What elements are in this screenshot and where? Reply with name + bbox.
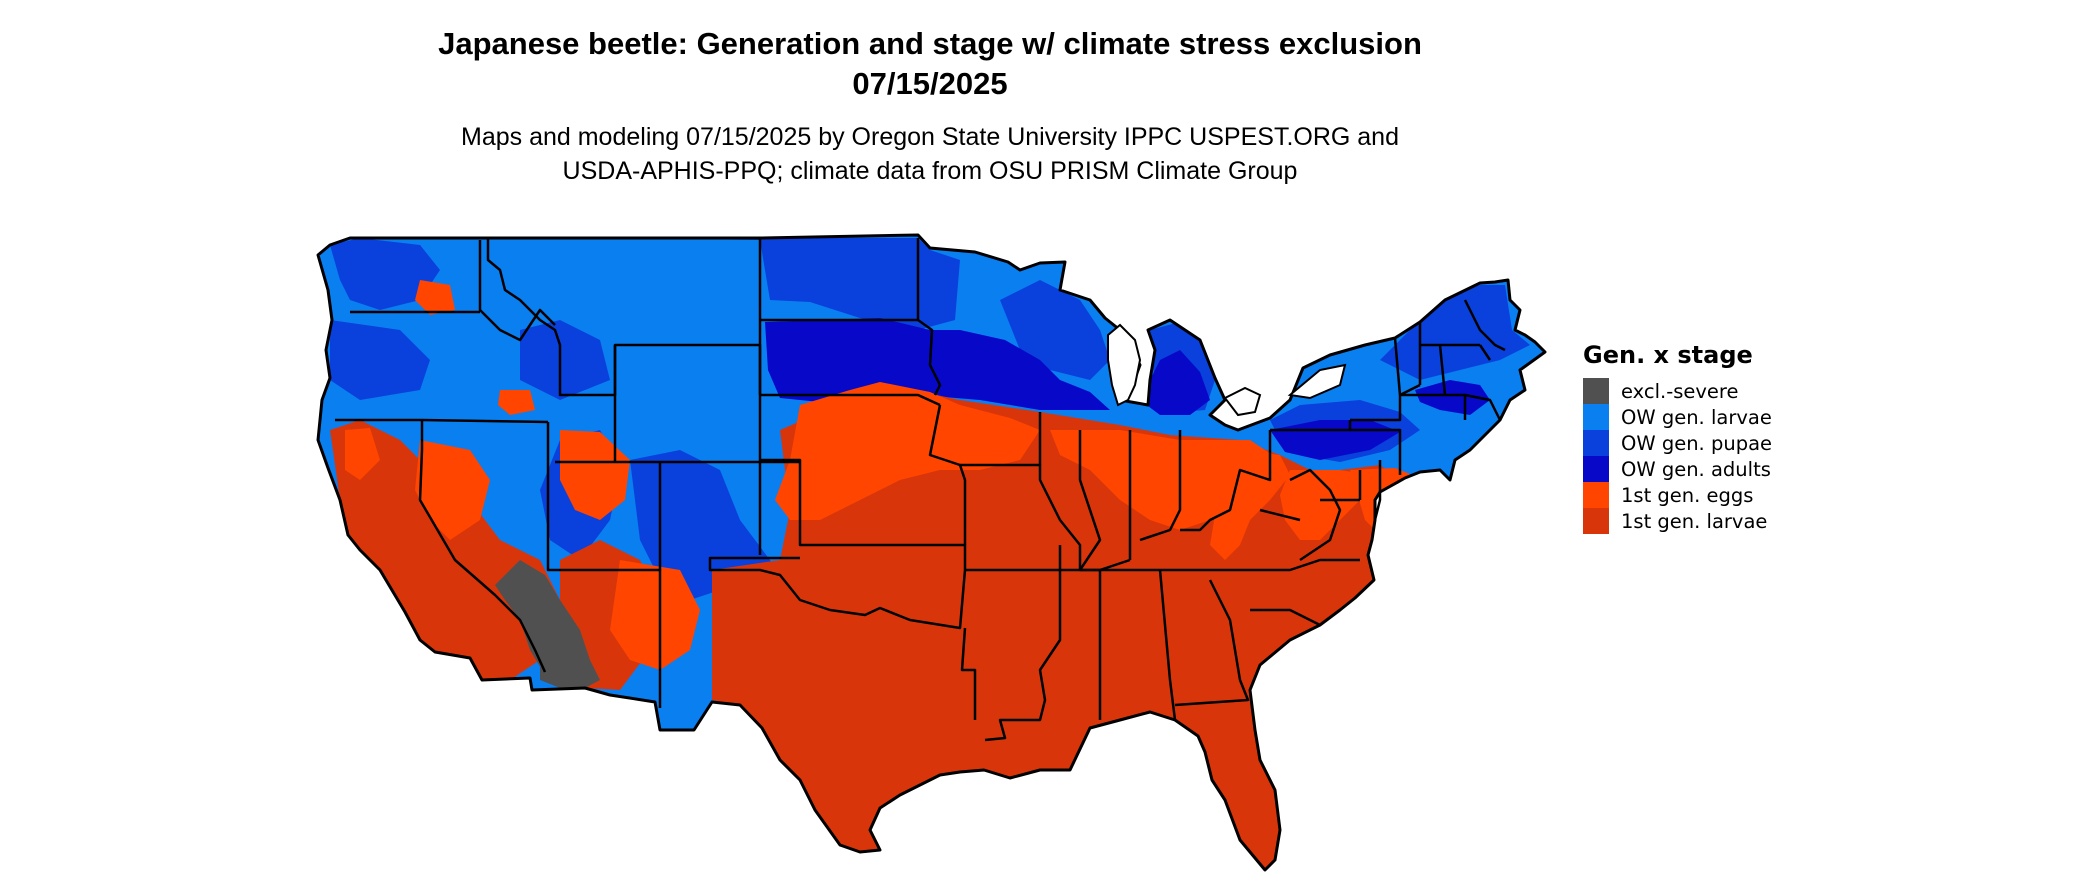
region-excl-severe	[495, 560, 600, 688]
region-first-gen-larvae	[330, 385, 1450, 870]
legend-item: 1st gen. larvae	[1583, 508, 1772, 534]
region-ow-adults	[765, 318, 1490, 460]
legend-label: OW gen. adults	[1621, 457, 1771, 481]
map-subtitle: Maps and modeling 07/15/2025 by Oregon S…	[0, 120, 1860, 188]
legend-swatch	[1583, 404, 1609, 430]
legend-item: OW gen. larvae	[1583, 404, 1772, 430]
legend-label: 1st gen. eggs	[1621, 483, 1754, 507]
map-subtitle-line-2: USDA-APHIS-PPQ; climate data from OSU PR…	[562, 157, 1298, 185]
legend-item: OW gen. pupae	[1583, 430, 1772, 456]
legend-swatch	[1583, 508, 1609, 534]
legend-label: OW gen. pupae	[1621, 431, 1773, 455]
legend-item: excl.-severe	[1583, 378, 1772, 404]
legend-swatch	[1583, 482, 1609, 508]
map-date: 07/15/2025	[852, 66, 1008, 101]
map-title-text: Japanese beetle: Generation and stage w/…	[438, 26, 1422, 61]
legend: Gen. x stage excl.-severe OW gen. larvae O…	[1583, 340, 1772, 534]
legend-label: excl.-severe	[1621, 379, 1739, 403]
map-subtitle-line-1: Maps and modeling 07/15/2025 by Oregon S…	[461, 123, 1399, 151]
legend-item: OW gen. adults	[1583, 456, 1772, 482]
legend-swatch	[1583, 430, 1609, 456]
great-lakes	[1107, 323, 1347, 417]
legend-items: excl.-severe OW gen. larvae OW gen. pupae O…	[1583, 378, 1772, 534]
map-title: Japanese beetle: Generation and stage w/…	[0, 24, 1860, 104]
legend-label: OW gen. larvae	[1621, 405, 1772, 429]
legend-title: Gen. x stage	[1583, 341, 1753, 369]
state-borders	[316, 233, 1547, 872]
legend-swatch	[1583, 456, 1609, 482]
map-titles: Japanese beetle: Generation and stage w/…	[0, 0, 1860, 188]
legend-label: 1st gen. larvae	[1621, 509, 1768, 533]
legend-item: 1st gen. eggs	[1583, 482, 1772, 508]
region-first-gen-eggs	[345, 280, 1420, 670]
legend-swatch	[1583, 378, 1609, 404]
